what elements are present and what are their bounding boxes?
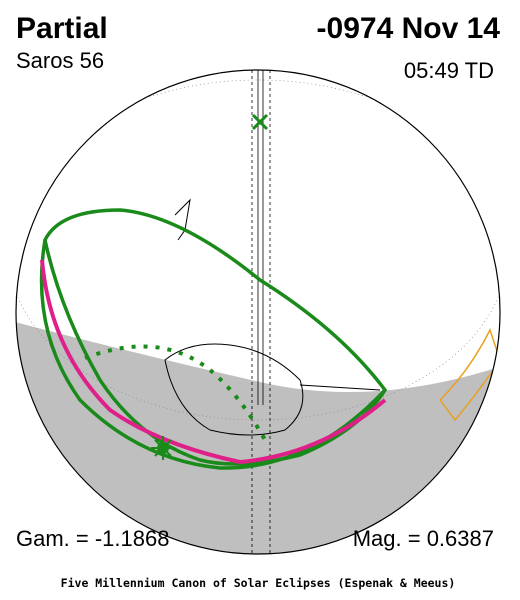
penumbral-limit: [39, 239, 387, 470]
latitude-line: [16, 79, 500, 421]
coastline: [439, 328, 500, 422]
eclipse-date: -0974 Nov 14: [317, 12, 501, 45]
coastline: [164, 198, 381, 436]
magnitude: Mag. = 0.6387: [353, 526, 494, 551]
gamma: Gam. = -1.1868: [16, 526, 169, 551]
greatest-eclipse: [151, 436, 175, 460]
sub-solar-point: [251, 113, 269, 131]
globe-outline: [15, 69, 501, 555]
eclipse-type: Partial: [16, 12, 108, 45]
saros: Saros 56: [16, 48, 104, 73]
eclipse-time: 05:49 TD: [404, 58, 494, 83]
credit: Five Millennium Canon of Solar Eclipses …: [61, 576, 456, 590]
